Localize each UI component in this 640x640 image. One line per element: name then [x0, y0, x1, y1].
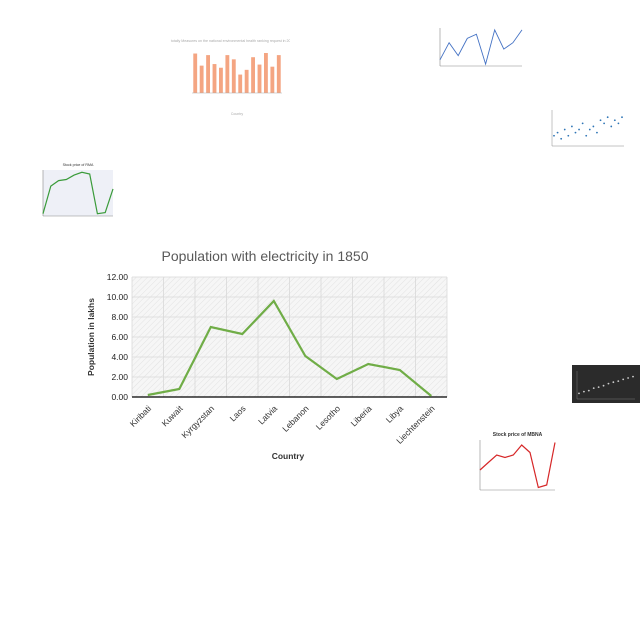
- thumb-point: [592, 125, 595, 128]
- thumb-bar: [244, 69, 249, 93]
- thumb-series-line: [479, 442, 556, 489]
- thumb-point: [583, 390, 585, 393]
- thumb-title: Stock price of RMA: [63, 163, 94, 167]
- x-tick-label: Lebanon: [280, 403, 311, 434]
- thumb-point: [563, 128, 566, 131]
- thumbnail-green-stock-chart-svg: Stock price of RMA: [42, 163, 114, 217]
- x-axis-label: Country: [272, 451, 305, 461]
- thumb-title: Stock price of MBNA: [493, 432, 543, 438]
- main-line-chart-svg: Population with electricity in 1850 0.00…: [86, 248, 448, 461]
- thumb-point: [578, 392, 580, 395]
- thumb-series-line: [439, 28, 523, 66]
- thumb-plot-bg: [43, 170, 113, 216]
- thumb-bar: [238, 74, 243, 93]
- thumb-point: [567, 134, 570, 137]
- thumb-point: [596, 131, 598, 134]
- x-tick-label: Libya: [384, 403, 406, 425]
- x-tick-label: Liberia: [349, 403, 374, 428]
- x-tick-label: Kuwait: [160, 403, 186, 429]
- thumb-point: [621, 116, 623, 119]
- y-tick-label: 12.00: [107, 272, 129, 282]
- thumb-point: [606, 116, 609, 119]
- thumbnail-green-stock-chart: Stock price of RMA: [35, 162, 117, 230]
- thumb-point: [613, 119, 616, 122]
- thumb-series-line: [42, 171, 114, 215]
- y-tick-label: 8.00: [111, 312, 128, 322]
- x-tick-label: Lesotho: [314, 403, 343, 432]
- thumb-point: [588, 128, 591, 131]
- x-tick-label: Latvia: [256, 403, 279, 426]
- thumb-bar: [231, 59, 236, 93]
- thumb-point: [553, 134, 555, 137]
- y-axis-label: Population in lakhs: [86, 298, 96, 376]
- y-tick-label: 6.00: [111, 332, 128, 342]
- thumb-bar: [206, 55, 210, 93]
- thumb-point: [622, 378, 625, 381]
- thumb-point: [597, 386, 600, 388]
- y-tick-label: 4.00: [111, 352, 128, 362]
- thumb-bar: [225, 55, 230, 93]
- thumb-point: [599, 119, 602, 122]
- gridlines: [131, 276, 448, 397]
- thumb-bar: [219, 67, 223, 93]
- thumbnail-red-stock-chart-svg: Stock price of MBNA: [479, 432, 556, 491]
- thumb-bar: [212, 64, 217, 93]
- thumb-point: [570, 125, 573, 128]
- y-tick-label: 2.00: [111, 372, 128, 382]
- thumbnail-bar-chart: An totally Measures on the national envi…: [170, 35, 290, 120]
- thumb-point: [560, 137, 563, 140]
- thumbnail-red-stock-chart: Stock price of MBNA: [468, 428, 563, 503]
- thumb-point: [612, 381, 615, 384]
- thumb-point: [587, 389, 590, 392]
- thumb-point: [632, 375, 634, 378]
- thumb-title: An totally Measures on the national envi…: [170, 39, 290, 43]
- thumb-point: [602, 384, 605, 387]
- y-tick-label: 0.00: [111, 392, 128, 402]
- thumb-point: [617, 122, 620, 125]
- thumb-point: [627, 377, 629, 379]
- thumb-point: [592, 387, 595, 390]
- thumbnail-dark-chart-svg: [572, 365, 640, 403]
- thumb-bar: [264, 53, 268, 93]
- thumb-bar: [251, 57, 255, 93]
- thumb-point: [556, 131, 559, 134]
- thumb-bar: [193, 53, 198, 93]
- thumb-x-label: Country: [231, 112, 244, 116]
- thumb-point: [610, 125, 613, 128]
- thumb-point: [578, 128, 580, 131]
- thumb-bar: [199, 65, 204, 93]
- x-tick-label: Kyrgyzstan: [179, 403, 216, 440]
- thumb-bar: [257, 64, 262, 93]
- thumb-point: [617, 380, 620, 383]
- thumbnail-scatter-chart-svg: [551, 110, 624, 147]
- thumbnail-blue-line-chart-svg: [439, 28, 523, 67]
- thumbnail-blue-line-chart: [420, 18, 530, 88]
- main-line-chart: Population with electricity in 1850 0.00…: [80, 237, 480, 472]
- thumb-point: [603, 122, 606, 125]
- thumbnail-bar-chart-svg: An totally Measures on the national envi…: [170, 39, 290, 116]
- x-tick-label: Laos: [228, 403, 248, 423]
- y-axis-ticks: 0.00 2.00 4.00 6.00 8.00 10.00 12.00: [107, 272, 129, 402]
- thumb-bar: [276, 55, 281, 93]
- thumb-point: [585, 134, 588, 137]
- x-tick-label: Kiribati: [128, 403, 154, 429]
- chart-title: Population with electricity in 1850: [161, 248, 368, 264]
- thumbnail-dark-chart: [572, 365, 640, 403]
- series-line: [147, 299, 433, 397]
- thumb-bg: [572, 365, 640, 403]
- thumb-point: [581, 122, 584, 125]
- thumbnail-scatter-chart: [540, 100, 630, 155]
- thumb-bar: [270, 66, 275, 93]
- thumb-point: [574, 131, 577, 134]
- y-tick-label: 10.00: [107, 292, 129, 302]
- thumb-point: [607, 382, 610, 385]
